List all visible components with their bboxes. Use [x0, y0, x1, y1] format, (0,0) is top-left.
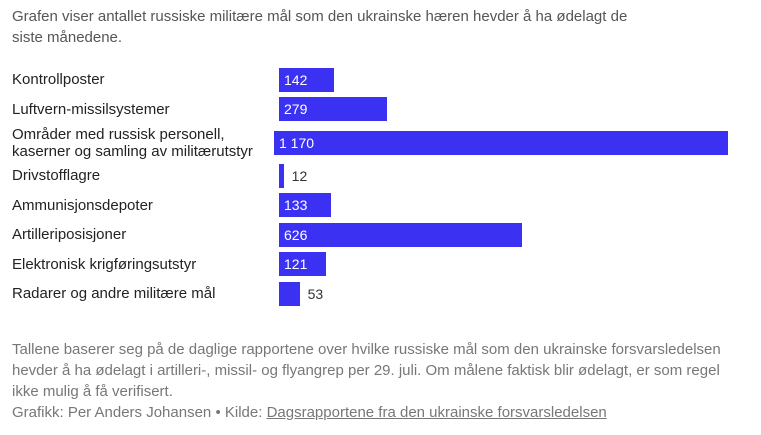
- category-label: Områder med russisk personell, kaserner …: [12, 125, 253, 160]
- bar-row: Kontrollposter 142: [12, 65, 752, 95]
- bar-area: 279: [279, 97, 752, 122]
- value-label: 626: [284, 226, 308, 243]
- bar-row: Elektronisk krigføringsutstyr 121: [12, 250, 752, 280]
- bar: [279, 163, 284, 188]
- category-label: Artilleriposisjoner: [12, 226, 127, 244]
- bar-area: 1 170: [274, 130, 752, 155]
- bar-row: Områder med russisk personell, kaserner …: [12, 124, 752, 161]
- category-label: Drivstofflagre: [12, 167, 101, 185]
- source-link[interactable]: Dagsrapportene fra den ukrainske forsvar…: [266, 404, 607, 421]
- category-label: Elektronisk krigføringsutstyr: [12, 255, 197, 273]
- bar: 1 170: [274, 130, 728, 155]
- bar: 121: [279, 252, 326, 277]
- footer: Grafikk: Per Anders Johansen • Kilde: Da…: [12, 404, 607, 421]
- note: Tallene baserer seg på de daglige rappor…: [12, 341, 721, 400]
- bar-row: Drivstofflagre 12: [12, 161, 752, 191]
- credit: Grafikk: Per Anders Johansen • Kilde:: [12, 404, 263, 421]
- value-label: 1 170: [279, 134, 315, 151]
- bar: 626: [279, 222, 522, 247]
- bar-area: 12: [279, 163, 752, 188]
- bar-area: 626: [279, 222, 752, 247]
- value-label: 12: [291, 167, 308, 184]
- bar: 279: [279, 97, 388, 122]
- bar-row: Ammunisjonsdepoter 133: [12, 191, 752, 221]
- bar-area: 53: [279, 281, 752, 306]
- category-label: Ammunisjonsdepoter: [12, 196, 153, 214]
- chart-title: Grafen viser antallet russiske militære …: [12, 8, 628, 46]
- value-label: 142: [284, 71, 308, 88]
- bar: 142: [279, 67, 335, 92]
- category-label: Luftvern-missilsystemer: [12, 100, 170, 118]
- bars: Kontrollposter 142 Luftvern-missilsystemer…: [12, 65, 752, 309]
- category-label: Radarer og andre militære mål: [12, 285, 216, 303]
- bar-area: 121: [279, 252, 752, 277]
- value-label: 121: [284, 256, 308, 273]
- category-label: Kontrollposter: [12, 71, 105, 89]
- value-label: 279: [284, 101, 308, 118]
- bar-area: 142: [279, 67, 752, 92]
- bar-row: Radarer og andre militære mål 53: [12, 279, 752, 309]
- bar: 133: [279, 193, 331, 218]
- value-label: 53: [307, 285, 324, 302]
- bar-row: Artilleriposisjoner 626: [12, 220, 752, 250]
- bar-row: Luftvern-missilsystemer 279: [12, 95, 752, 125]
- bar: [279, 281, 300, 306]
- bar-area: 133: [279, 193, 752, 218]
- value-label: 133: [284, 197, 308, 214]
